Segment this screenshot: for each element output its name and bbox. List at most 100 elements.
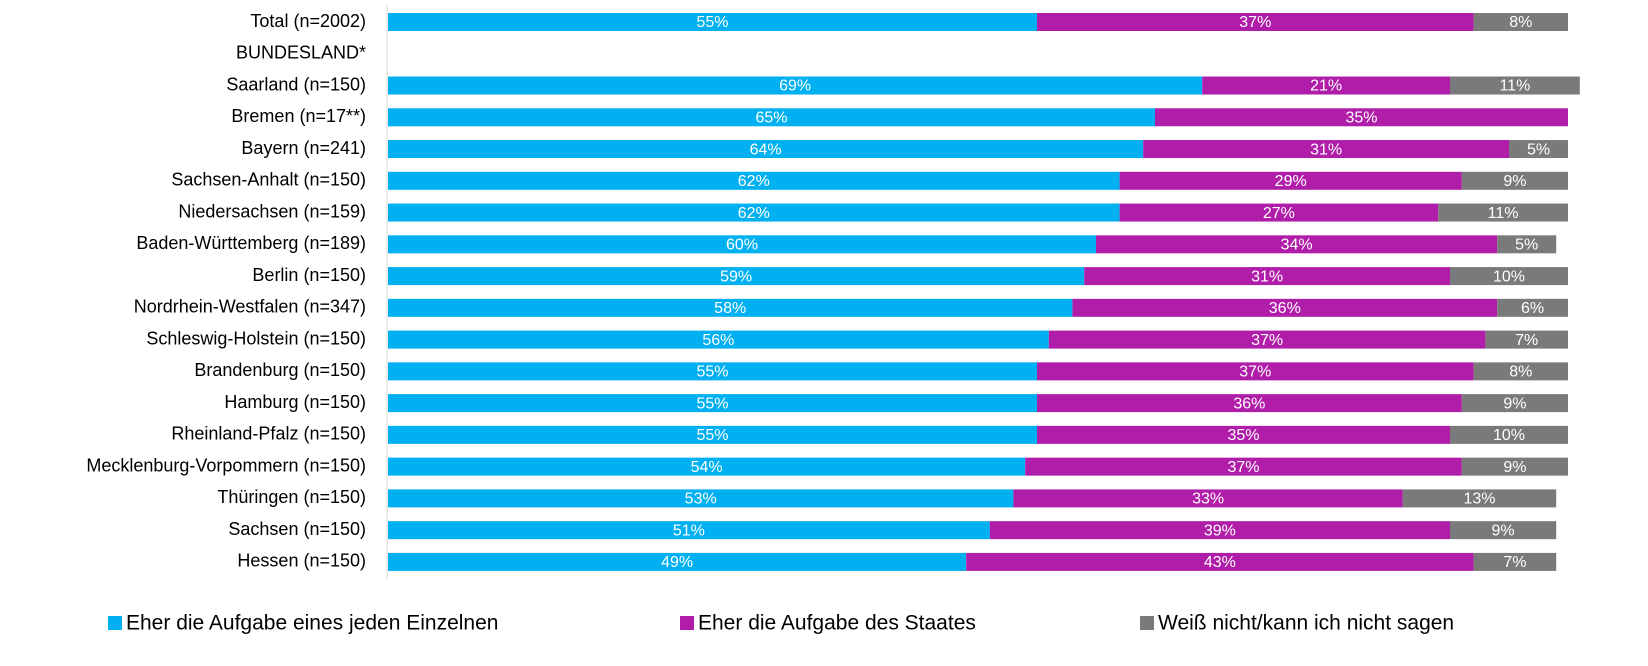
bar-segment — [1450, 425, 1568, 444]
category-label: Saarland (n=150) — [226, 74, 366, 94]
value-label: 9% — [1503, 459, 1526, 476]
legend-swatch — [680, 616, 694, 630]
value-label: 10% — [1493, 427, 1525, 444]
value-label: 35% — [1345, 109, 1377, 126]
bar-segment — [1037, 362, 1474, 381]
value-label: 33% — [1192, 491, 1224, 508]
value-label: 9% — [1503, 395, 1526, 412]
bar-segment — [388, 521, 990, 540]
category-label: Thüringen (n=150) — [217, 487, 366, 507]
value-label: 10% — [1493, 268, 1525, 285]
bar-segment — [1461, 457, 1568, 476]
category-label: Niedersachsen (n=159) — [178, 201, 366, 221]
bar-segment — [388, 457, 1026, 476]
bar-segment — [1084, 267, 1450, 286]
value-label: 43% — [1204, 554, 1236, 571]
value-label: 37% — [1251, 332, 1283, 349]
category-label: Berlin (n=150) — [252, 265, 366, 285]
value-label: 21% — [1310, 78, 1342, 95]
bar-segment — [1461, 394, 1568, 413]
value-label: 55% — [696, 395, 728, 412]
category-label: BUNDESLAND* — [236, 43, 366, 63]
value-label: 11% — [1488, 205, 1519, 222]
bar-segment — [1119, 203, 1439, 222]
value-label: 8% — [1509, 364, 1532, 381]
bar-segment — [1037, 394, 1462, 413]
bar-segment — [1402, 489, 1557, 508]
legend-label: Weiß nicht/kann ich nicht sagen — [1158, 612, 1454, 635]
bar-segment — [388, 203, 1120, 222]
value-label: 55% — [696, 427, 728, 444]
bar-segment — [1473, 13, 1568, 31]
value-label: 65% — [755, 109, 787, 126]
value-label: 62% — [738, 173, 770, 190]
category-label: Bremen (n=17**) — [231, 106, 366, 126]
bar-segment — [1450, 76, 1580, 95]
value-label: 39% — [1204, 522, 1236, 539]
category-label: Mecklenburg-Vorpommern (n=150) — [86, 455, 366, 475]
bar-segment — [1461, 171, 1568, 190]
value-label: 36% — [1269, 300, 1301, 317]
value-label: 9% — [1492, 522, 1515, 539]
bar-segment — [1143, 140, 1509, 159]
value-label: 13% — [1463, 491, 1495, 508]
bar-segment — [1119, 171, 1462, 190]
bar-segment — [1450, 521, 1557, 540]
category-label: Rheinland-Pfalz (n=150) — [171, 424, 366, 444]
category-label: Nordrhein-Westfalen (n=347) — [134, 297, 366, 317]
value-label: 62% — [738, 205, 770, 222]
value-label: 60% — [726, 237, 758, 254]
bar-segment — [388, 171, 1120, 190]
category-label: Hamburg (n=150) — [224, 392, 366, 412]
bar-segment — [388, 267, 1085, 286]
value-label: 35% — [1227, 427, 1259, 444]
bar-segment — [388, 330, 1049, 349]
bar-segment — [1096, 235, 1498, 254]
bar-segment — [1450, 267, 1568, 286]
category-label: Hessen (n=150) — [237, 551, 366, 571]
bar-segment — [1509, 140, 1568, 159]
bar-segment — [388, 362, 1037, 381]
legend-swatch — [1140, 616, 1154, 630]
category-label: Sachsen (n=150) — [228, 519, 366, 539]
value-label: 36% — [1233, 395, 1265, 412]
bar-segment — [1072, 298, 1498, 317]
category-label: Bayern (n=241) — [241, 138, 366, 158]
value-label: 7% — [1503, 554, 1526, 571]
bar-segment — [388, 552, 967, 571]
value-label: 5% — [1527, 141, 1550, 158]
bar-segment — [388, 108, 1155, 127]
value-label: 53% — [685, 491, 717, 508]
value-label: 9% — [1503, 173, 1526, 190]
value-label: 37% — [1239, 364, 1271, 381]
category-label: Baden-Württemberg (n=189) — [136, 233, 366, 253]
value-label: 37% — [1227, 459, 1259, 476]
value-label: 37% — [1239, 14, 1271, 31]
bar-segment — [1497, 235, 1557, 254]
value-label: 69% — [779, 78, 811, 95]
value-label: 5% — [1515, 237, 1538, 254]
value-label: 64% — [750, 141, 782, 158]
bar-segment — [388, 394, 1037, 413]
legend-swatch — [108, 616, 122, 630]
value-label: 56% — [702, 332, 734, 349]
bar-segment — [1473, 362, 1568, 381]
bar-segment — [388, 298, 1073, 317]
value-label: 51% — [673, 522, 705, 539]
value-label: 55% — [696, 364, 728, 381]
bar-segment — [1025, 457, 1462, 476]
bar-segment — [388, 489, 1014, 508]
bar-segment — [1048, 330, 1486, 349]
bar-segment — [1497, 298, 1568, 317]
value-label: 11% — [1499, 78, 1530, 95]
value-label: 54% — [691, 459, 723, 476]
category-label: Sachsen-Anhalt (n=150) — [171, 170, 366, 190]
value-label: 49% — [661, 554, 693, 571]
value-label: 8% — [1509, 14, 1532, 31]
value-label: 31% — [1251, 268, 1283, 285]
bar-segment — [1202, 76, 1450, 95]
value-label: 7% — [1515, 332, 1538, 349]
bar-segment — [1155, 108, 1568, 127]
bar-segment — [1473, 552, 1557, 571]
